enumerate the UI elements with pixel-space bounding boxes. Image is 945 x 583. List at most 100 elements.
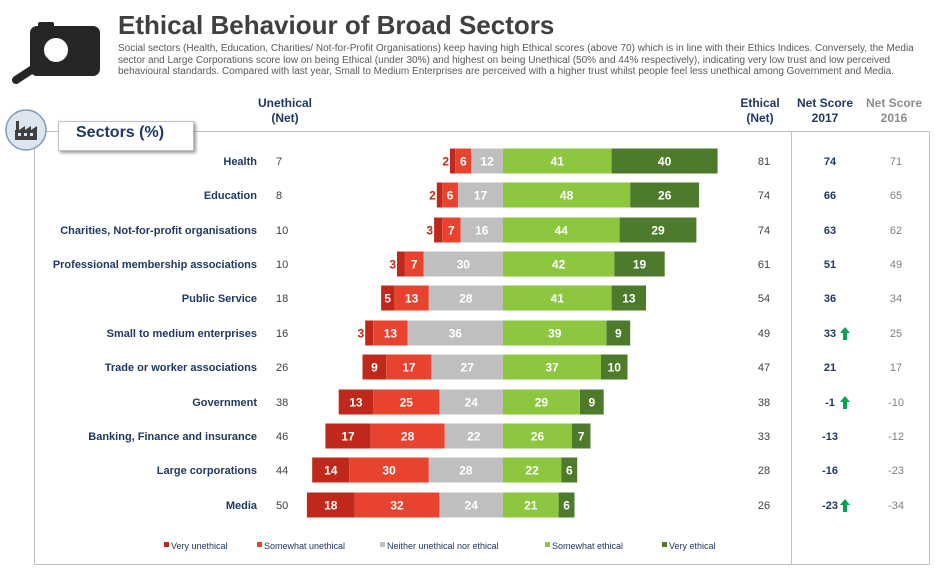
data-label: 17 [474, 189, 488, 203]
data-label: 24 [465, 499, 479, 513]
bar-segment [561, 457, 578, 483]
net-score-2017-value: -23 [822, 500, 838, 512]
ethical-net-value: 81 [758, 156, 770, 168]
net-score-2016-value: 25 [890, 328, 902, 340]
data-label: 9 [588, 396, 595, 410]
bar-segment [436, 182, 443, 208]
bar-segment [558, 492, 575, 518]
category-label: Government [192, 397, 257, 409]
net-score-2017-value: 33 [824, 328, 836, 340]
bar-segment [423, 251, 503, 277]
bar-segment [503, 457, 562, 483]
unethical-net-value: 16 [276, 328, 288, 340]
net-score-2017-value: 63 [824, 225, 836, 237]
data-label: 21 [524, 499, 538, 513]
unethical-net-value: 10 [276, 225, 288, 237]
legend-swatch [164, 542, 169, 547]
data-label: 7 [578, 430, 585, 444]
bar-segment [442, 182, 458, 208]
bar-segment [460, 217, 503, 243]
trend-up-arrow-icon [840, 327, 850, 340]
data-label: 41 [551, 292, 565, 306]
bar-segment [365, 320, 374, 346]
net-score-2016-value: 34 [890, 293, 902, 305]
data-label: 28 [459, 292, 473, 306]
ethical-net-value: 26 [758, 500, 770, 512]
bar-segment [370, 423, 445, 449]
bar-segment [503, 148, 612, 174]
data-label: 28 [459, 464, 473, 478]
unethical-net-value: 50 [276, 500, 288, 512]
data-label: 24 [465, 396, 479, 410]
sectors-label: Sectors (%) [76, 124, 165, 141]
net-score-2016-value: 62 [890, 225, 902, 237]
data-label: 13 [384, 327, 398, 341]
data-label: 32 [390, 499, 404, 513]
category-label: Health [223, 156, 257, 168]
magnifier-photo-logo-icon [12, 22, 100, 84]
data-label: 14 [324, 464, 338, 478]
data-label: 25 [400, 396, 414, 410]
trend-up-arrow-icon [840, 396, 850, 409]
unethical-net-value: 46 [276, 431, 288, 443]
bar-segment [601, 354, 628, 380]
data-label: 44 [555, 224, 569, 238]
header-net-score-2016: Net Score 2016 [865, 96, 923, 125]
bar-segment [503, 354, 601, 380]
data-label: 9 [371, 361, 378, 375]
bar-segment [503, 423, 572, 449]
factory-icon [5, 109, 47, 151]
bar-segment [444, 423, 503, 449]
ethical-net-value: 49 [758, 328, 770, 340]
bar-segment [457, 182, 503, 208]
category-label: Education [204, 190, 257, 202]
bar-segment [442, 217, 461, 243]
data-label: 41 [551, 155, 565, 169]
bar-segment [386, 354, 432, 380]
bar-segment [503, 320, 607, 346]
sectors-label-box [58, 121, 194, 151]
ethical-net-value: 74 [758, 225, 770, 237]
ethical-net-value: 28 [758, 465, 770, 477]
net-score-2016-value: 49 [890, 259, 902, 271]
net-score-2016-value: 65 [890, 190, 902, 202]
bar-segment [397, 251, 405, 277]
data-label: 17 [341, 430, 355, 444]
data-label: 40 [658, 155, 672, 169]
bar-segment [439, 389, 503, 415]
bar-segment [503, 217, 620, 243]
unethical-net-value: 38 [276, 397, 288, 409]
bar-segment [338, 389, 374, 415]
bar-segment [503, 285, 612, 311]
bar-segment [428, 285, 503, 311]
legend-swatch [380, 542, 385, 547]
data-label: 6 [563, 499, 570, 513]
data-label: 48 [560, 189, 574, 203]
data-label: 26 [658, 189, 672, 203]
data-label: 26 [531, 430, 545, 444]
ethical-net-value: 74 [758, 190, 770, 202]
unethical-net-value: 18 [276, 293, 288, 305]
bar-segment [306, 492, 355, 518]
net-score-2016-value: -34 [888, 500, 904, 512]
data-label: 6 [460, 155, 467, 169]
ethical-net-value: 61 [758, 259, 770, 271]
legend-label: Very unethical [171, 541, 228, 551]
data-label: 13 [405, 292, 419, 306]
unethical-net-value: 44 [276, 465, 288, 477]
bar-segment [450, 148, 456, 174]
trend-up-arrow-icon [840, 499, 850, 512]
data-label: 13 [622, 292, 636, 306]
bar-segment [503, 251, 615, 277]
net-score-2017-value: 51 [824, 259, 836, 271]
bar-segment [373, 320, 408, 346]
data-label: 22 [467, 430, 481, 444]
data-label: 18 [324, 499, 338, 513]
bar-segment [434, 217, 442, 243]
data-label: 16 [475, 224, 489, 238]
bar-segment [431, 354, 503, 380]
bar-segment [312, 457, 350, 483]
category-label: Trade or worker associations [105, 362, 257, 374]
unethical-net-value: 7 [276, 156, 282, 168]
